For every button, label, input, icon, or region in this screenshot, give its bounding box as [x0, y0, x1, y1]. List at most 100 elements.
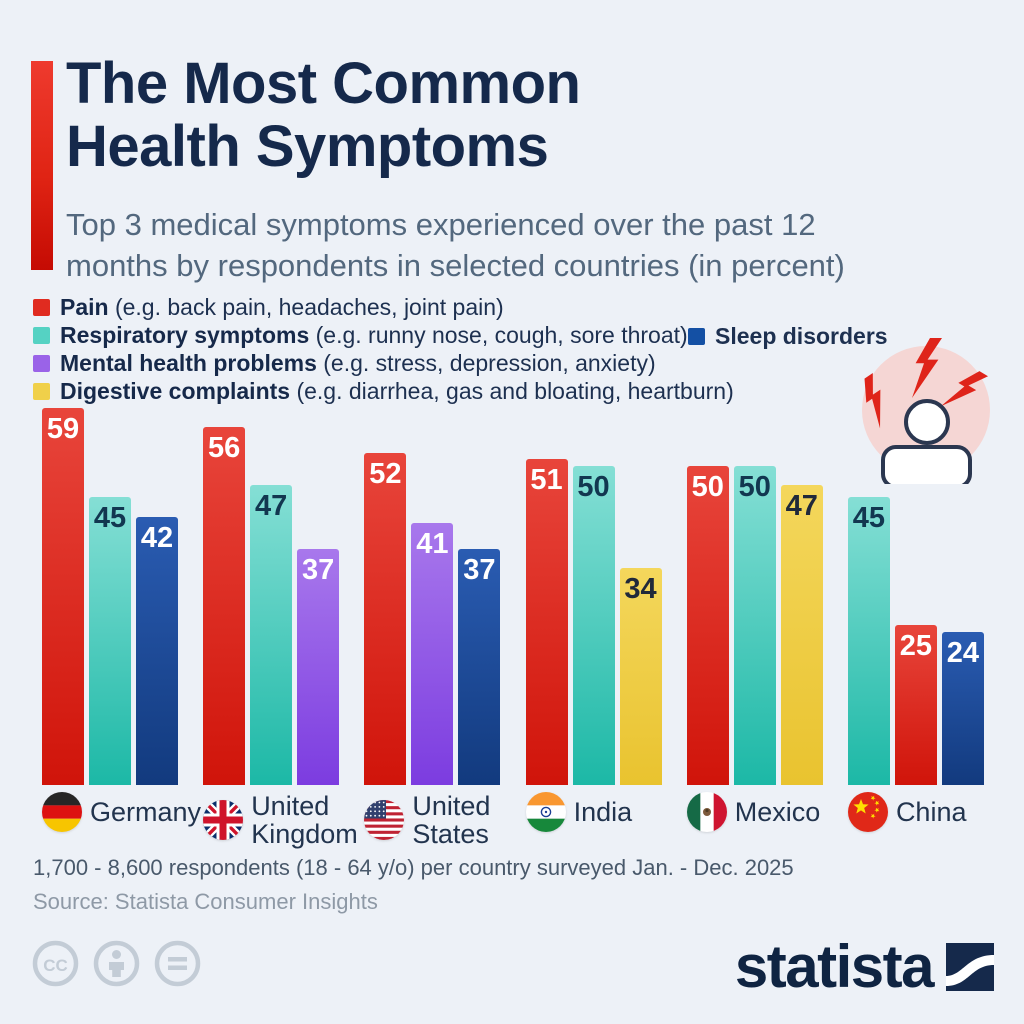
- statista-logo-icon: [946, 942, 994, 991]
- bar-value: 47: [785, 490, 818, 522]
- bar-pain-mexico: 50: [686, 466, 729, 785]
- bar-respiratory-symptoms-china: 45: [847, 497, 890, 785]
- bar-value: 45: [93, 502, 127, 534]
- bars-germany: 59 45 42: [42, 408, 178, 785]
- bars-mexico: 50 50 47: [686, 408, 823, 785]
- bar-value: 24: [946, 637, 980, 669]
- bar-pain-india: 51: [525, 459, 568, 785]
- page-title: The Most Common Health Symptoms: [66, 51, 581, 179]
- bar-value: 52: [369, 458, 402, 490]
- flag-united-kingdom-icon: [203, 800, 244, 840]
- bar-respiratory-symptoms-india: 50: [572, 466, 615, 785]
- country-name: Mexico: [734, 797, 821, 827]
- bar-value: 59: [46, 413, 80, 445]
- bars-united-kingdom: 56 47 37: [203, 408, 340, 785]
- bar-digestive-complaints-india: 34: [619, 568, 662, 785]
- bar-digestive-complaints-mexico: 47: [780, 485, 823, 785]
- bar-chart: 59 45 42 Germany 56 47 37 United Kingdom 52 41 37 U…: [42, 408, 984, 848]
- flag-china-icon: [847, 792, 888, 832]
- country-label-united-kingdom: United Kingdom: [203, 792, 383, 848]
- statista-logo[interactable]: statista: [735, 932, 994, 1001]
- bar-pain-germany: 59: [42, 408, 84, 785]
- country-name: United Kingdom: [251, 791, 358, 849]
- legend-label: Sleep disorders: [715, 322, 888, 349]
- bar-sleep-disorders-germany: 42: [136, 517, 178, 785]
- bar-value: 37: [463, 554, 496, 586]
- bar-sleep-disorders-china: 24: [941, 632, 984, 785]
- bar-mental-health-problems-united-kingdom: 37: [297, 549, 340, 785]
- country-name: United States: [412, 791, 491, 849]
- bars-china: 45 25 24: [847, 408, 984, 785]
- bar-value: 51: [530, 464, 563, 496]
- bars-united-states: 52 41 37: [364, 408, 501, 785]
- cc-license-icons: CC: [32, 940, 201, 987]
- country-label-india: India: [525, 792, 706, 832]
- country-group-india: 51 50 34 India: [525, 408, 662, 848]
- legend-swatch-icon: [33, 298, 50, 316]
- bar-value: 50: [738, 471, 771, 503]
- svg-text:CC: CC: [43, 956, 68, 975]
- legend-item-sleep-disorders: Sleep disorders: [688, 322, 888, 350]
- bar-value: 56: [208, 432, 241, 464]
- bars-india: 51 50 34: [525, 408, 662, 785]
- cc-nd-icon[interactable]: [154, 940, 201, 987]
- bar-mental-health-problems-united-states: 41: [411, 523, 454, 785]
- legend-swatch-icon: [33, 326, 50, 344]
- bar-value: 50: [691, 471, 724, 503]
- flag-germany-icon: [42, 792, 82, 832]
- bar-pain-china: 25: [894, 625, 937, 785]
- legend-label: Mental health problems (e.g. stress, dep…: [60, 349, 656, 376]
- person-with-lightning-icon: [862, 338, 990, 489]
- legend: Pain (e.g. back pain, headaches, joint p…: [33, 293, 734, 405]
- legend-item-mental-health-problems: Mental health problems (e.g. stress, dep…: [33, 349, 734, 377]
- bar-value: 41: [416, 528, 449, 560]
- flag-united-states-icon: [364, 800, 405, 840]
- cc-attribution-icon[interactable]: [93, 940, 140, 987]
- bar-pain-united-kingdom: 56: [203, 427, 246, 785]
- country-name: Germany: [90, 797, 202, 827]
- bar-value: 34: [624, 573, 657, 605]
- country-name: India: [573, 797, 633, 827]
- page-title-line2: Health Symptoms: [66, 114, 549, 179]
- country-group-mexico: 50 50 47 Mexico: [686, 408, 823, 848]
- bar-respiratory-symptoms-united-kingdom: 47: [250, 485, 293, 785]
- country-group-germany: 59 45 42 Germany: [42, 408, 201, 848]
- survey-footnote: 1,700 - 8,600 respondents (18 - 64 y/o) …: [33, 855, 794, 880]
- page-title-line1: The Most Common: [66, 51, 581, 116]
- country-group-united-states: 52 41 37 United States: [364, 408, 501, 848]
- country-label-germany: Germany: [42, 792, 222, 832]
- bar-value: 37: [302, 554, 335, 586]
- legend-swatch-icon: [33, 382, 50, 400]
- bar-respiratory-symptoms-germany: 45: [89, 497, 131, 785]
- legend-label: Pain (e.g. back pain, headaches, joint p…: [60, 293, 504, 320]
- flag-mexico-icon: [686, 792, 727, 832]
- statista-wordmark: statista: [734, 933, 935, 1000]
- bar-value: 25: [899, 630, 933, 662]
- bar-sleep-disorders-united-states: 37: [458, 549, 501, 785]
- legend-label: Digestive complaints (e.g. diarrhea, gas…: [60, 377, 734, 404]
- cc-icon[interactable]: CC: [32, 940, 79, 987]
- country-group-united-kingdom: 56 47 37 United Kingdom: [203, 408, 358, 848]
- page-subtitle: Top 3 medical symptoms experienced over …: [66, 207, 845, 283]
- source-text: Source: Statista Consumer Insights: [33, 889, 378, 914]
- country-name: China: [895, 797, 967, 827]
- legend-label: Respiratory symptoms (e.g. runny nose, c…: [60, 321, 688, 348]
- bar-value: 45: [852, 502, 886, 534]
- title-accent-bar: [31, 61, 53, 270]
- bar-pain-united-states: 52: [364, 453, 407, 785]
- bar-respiratory-symptoms-mexico: 50: [733, 466, 776, 785]
- flag-india-icon: [525, 792, 566, 832]
- bar-value: 42: [140, 522, 174, 554]
- bar-value: 47: [255, 490, 288, 522]
- overwhelmed-person-illustration: [854, 334, 1006, 489]
- legend-item-respiratory-symptoms: Respiratory symptoms (e.g. runny nose, c…: [33, 321, 734, 349]
- country-label-mexico: Mexico: [686, 792, 867, 832]
- legend-item-digestive-complaints: Digestive complaints (e.g. diarrhea, gas…: [33, 377, 734, 405]
- country-label-united-states: United States: [364, 792, 544, 848]
- legend-item-pain: Pain (e.g. back pain, headaches, joint p…: [33, 293, 734, 321]
- country-group-china: 45 25 24 China: [847, 408, 984, 848]
- bar-value: 50: [577, 471, 610, 503]
- country-label-china: China: [847, 792, 1024, 832]
- legend-swatch-icon: [33, 354, 50, 372]
